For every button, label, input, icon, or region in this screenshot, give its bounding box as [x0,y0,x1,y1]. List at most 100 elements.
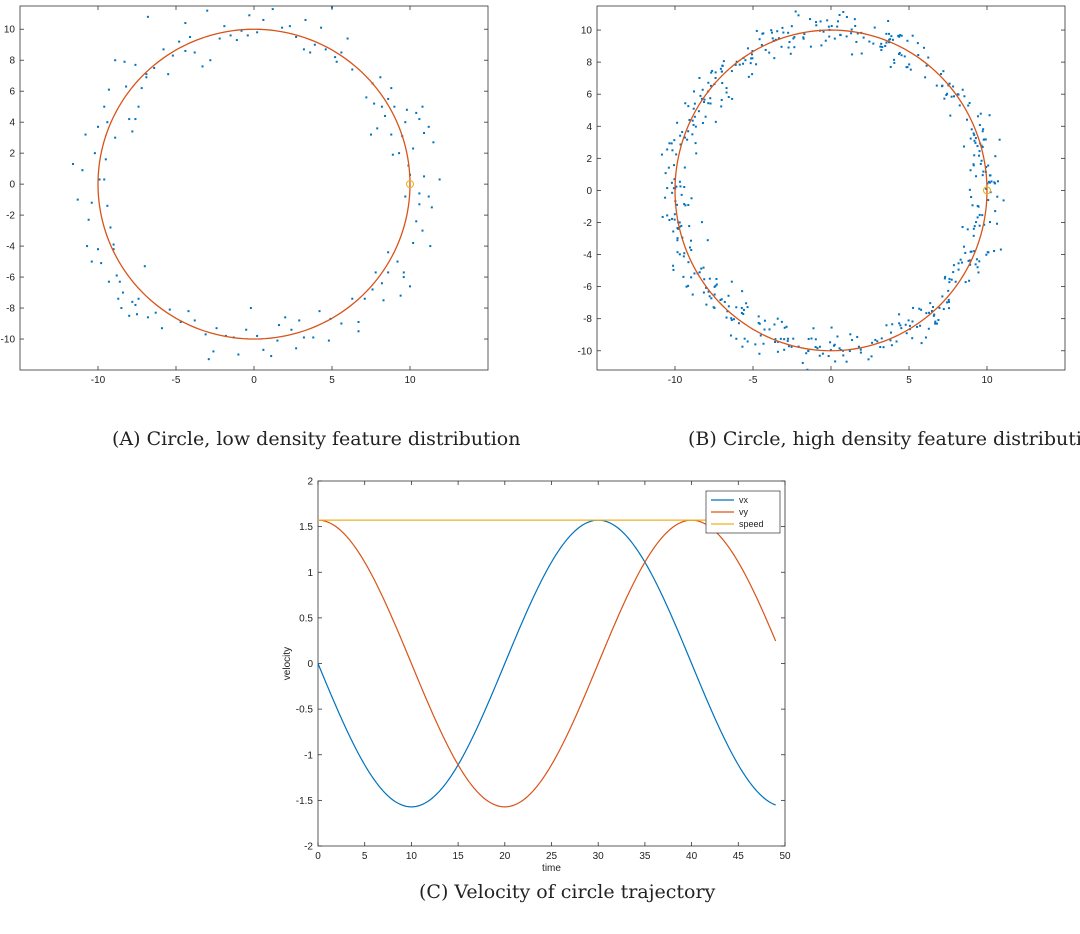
plot-b-data-point [827,355,830,358]
plot-b-data-point [709,84,712,87]
plot-a-data-point [206,9,209,12]
plot-b-data-point [972,164,975,167]
plot-b-data-point [986,251,989,254]
plot-b-data-point [887,20,890,23]
plot-b-data-point [930,310,933,313]
plot-b-data-point [814,346,817,349]
plot-a-data-point [93,152,96,155]
plot-a-data-point [421,229,424,232]
plot-b-data-point [909,68,912,71]
plot-b-data-point [976,266,979,269]
plot-b-data-point [922,46,925,49]
plot-b-data-point [996,195,999,198]
plot-b-data-point [774,338,777,341]
plot-b-data-point [888,38,891,41]
plot-b-data-point [973,154,976,157]
plot-b-data-point [981,146,984,149]
plot-a-data-point [123,60,126,63]
plot-b-data-point [709,97,712,100]
plot-b-data-point [948,277,951,280]
plot-b-data-point [972,227,975,230]
plot-b-data-point [671,149,674,152]
plot-b-data-point [933,313,936,316]
plot-c-xtick-label: 45 [733,851,745,862]
plot-b-data-point [747,75,750,78]
plot-b-data-point [734,63,737,66]
plot-b-data-point [762,32,765,35]
plot-b-data-point [807,349,810,352]
plot-b-data-point [672,230,675,233]
plot-b-data-point [1002,199,1005,202]
plot-b-data-point [924,76,927,79]
plot-b-data-point [680,224,683,227]
plot-b-data-point [726,310,729,313]
plot-b-data-point [889,65,892,68]
plot-b-data-point [670,181,673,184]
plot-b-data-point [745,302,748,305]
plot-b-data-point [768,328,771,331]
plot-b-data-point [679,134,682,137]
plot-b-data-point [932,306,935,309]
plot-b-data-point [968,102,971,105]
plot-b-data-point [673,218,676,221]
plot-b-data-point [956,93,959,96]
plot-a-data-point [412,147,415,150]
plot-b-data-point [750,57,753,60]
plot-a-data-point [284,316,287,319]
plot-b-data-point [667,166,670,169]
plot-b-data-point [818,354,821,357]
plot-a-data-point [248,14,251,17]
plot-b-data-point [911,337,914,340]
plot-b-data-point [755,63,758,66]
plot-a-data-point [125,85,128,88]
plot-b-data-point [705,303,708,306]
plot-b-data-point [710,71,713,74]
plot-b-data-point [882,346,885,349]
plot-b-data-point [690,249,693,252]
plot-b-data-point [885,41,888,44]
plot-b-data-point [678,180,681,183]
plot-a-xtick-label: -5 [172,375,181,386]
plot-a-data-point [137,297,140,300]
plot-b-data-point [692,123,695,126]
plot-b-data-point [790,25,793,28]
plot-b-data-point [672,264,675,267]
plot-c-ytick-label: 2 [307,477,313,488]
plot-a-data-point [145,73,148,76]
caption-b: (B) Circle, high density feature distrib… [688,428,1080,450]
plot-b-data-point [746,306,749,309]
plot-b-data-point [802,36,805,39]
plot-b-data-point [970,250,973,253]
plot-a-data-point [396,260,399,263]
plot-a-data-point [418,118,421,121]
plot-a-data-point [193,319,196,322]
plot-b-data-point [943,97,946,100]
plot-b-data-point [962,145,965,148]
plot-b-data-point [785,325,788,328]
plot-b-data-point [897,34,900,37]
plot-b-data-point [881,45,884,48]
plot-b-data-point [678,221,681,224]
plot-b-data-point [978,154,981,157]
plot-b-data-point [948,281,951,284]
plot-a-data-point [162,48,165,51]
plot-a-data-point [117,297,120,300]
plot-a-data-point [379,76,382,79]
plot-b-ytick-label: 10 [581,26,593,37]
plot-a-data-point [131,300,134,303]
plot-b-data-point [776,317,779,320]
plot-b-data-point [763,319,766,322]
plot-b-data-point [952,85,955,88]
plot-b-data-point [945,94,948,97]
plot-b-data-point [967,259,970,262]
plot-a-ytick-label: 6 [9,87,15,98]
plot-b-data-point [839,33,842,36]
plot-b-data-point [920,342,923,345]
plot-c-xtick-label: 10 [406,851,418,862]
plot-b-data-point [776,350,779,353]
plot-c-legend-label-vx: vx [739,495,749,505]
plot-b-data-point [750,53,753,56]
plot-b-data-point [845,15,848,18]
plot-b-data-point [986,182,989,185]
plot-c-ytick-label: 1.5 [299,522,313,533]
